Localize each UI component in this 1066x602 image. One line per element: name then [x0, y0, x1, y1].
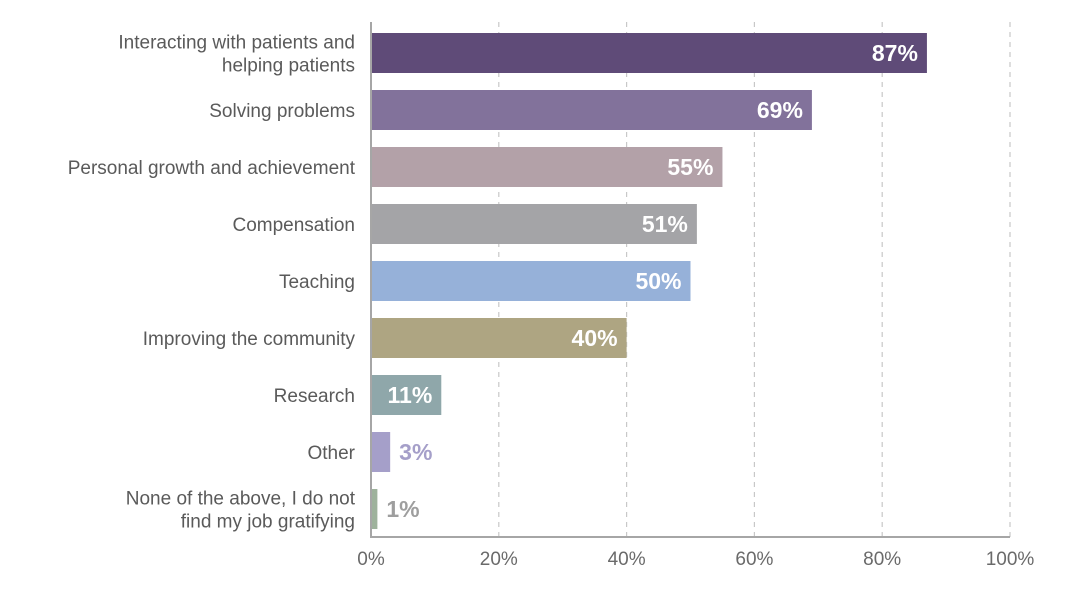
category-label: Solving problems [209, 101, 355, 122]
bar [372, 432, 391, 472]
category-label: Research [274, 386, 355, 407]
axis-layer: 0% 20% 40% 60% 80% 100% [357, 22, 1034, 570]
x-tick-label: 40% [608, 549, 646, 570]
data-label: 87% [872, 40, 918, 66]
bar [372, 147, 723, 187]
label-layer: 87% Interacting with patients andhelping … [68, 33, 918, 533]
x-tick-label: 20% [480, 549, 518, 570]
data-label: 11% [388, 382, 433, 408]
bar [372, 375, 442, 415]
category-label: Interacting with patients and [118, 33, 355, 54]
category-label: None of the above, I do not [126, 489, 356, 510]
bar [372, 489, 378, 529]
data-label: 3% [399, 439, 432, 465]
data-label: 50% [635, 268, 681, 294]
category-label: Improving the community [143, 329, 356, 350]
data-label: 55% [667, 154, 713, 180]
bar [372, 33, 927, 73]
category-label: Personal growth and achievement [68, 158, 356, 179]
data-label: 51% [642, 211, 688, 237]
x-tick-label: 80% [863, 549, 901, 570]
category-label: helping patients [222, 56, 355, 77]
bar [372, 90, 812, 130]
category-label: Compensation [232, 215, 355, 236]
bar [372, 261, 691, 301]
x-tick-label: 60% [735, 549, 773, 570]
data-label: 40% [572, 325, 618, 351]
bar [372, 204, 697, 244]
x-tick-label: 0% [357, 549, 385, 570]
x-tick-label: 100% [986, 549, 1035, 570]
data-label: 1% [386, 496, 419, 522]
category-label: Teaching [279, 272, 355, 293]
data-label: 69% [757, 97, 803, 123]
category-label: find my job gratifying [181, 512, 355, 533]
category-label: Other [307, 443, 355, 464]
bar-layer [372, 33, 927, 529]
bar [372, 318, 627, 358]
